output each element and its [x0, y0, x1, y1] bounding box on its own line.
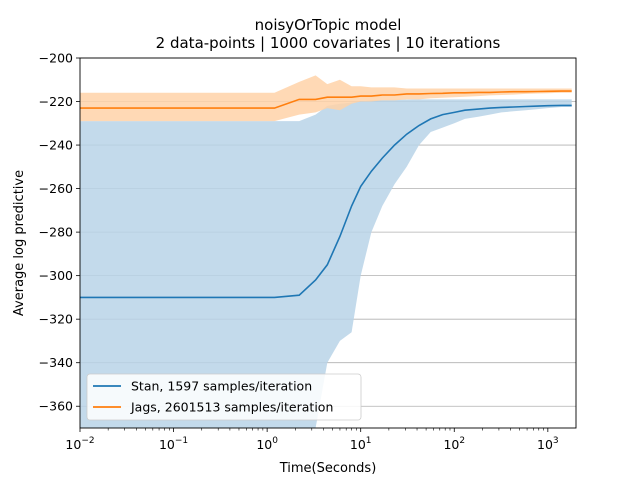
- y-tick-label: −280: [39, 225, 73, 240]
- x-tick-base: 10: [350, 437, 366, 452]
- x-tick-base: 10: [65, 437, 81, 452]
- legend-box: [86, 373, 362, 421]
- y-axis-label: Average log predictive: [12, 170, 27, 316]
- legend: Stan, 1597 samples/iteration Jags, 260151…: [86, 373, 362, 421]
- x-tick-base: 10: [256, 437, 272, 452]
- x-tick-label: 10−1: [159, 436, 188, 452]
- x-tick-label: 103: [537, 436, 559, 452]
- y-tick-label: −200: [39, 51, 73, 66]
- x-tick-label: 101: [350, 436, 372, 452]
- y-tick-label: −260: [39, 181, 73, 196]
- y-tick-label: −320: [39, 312, 73, 327]
- x-tick-exponent: 2: [459, 436, 465, 446]
- chart-title: noisyOrTopic model: [255, 16, 402, 34]
- x-tick-base: 10: [537, 437, 553, 452]
- series-band: [80, 99, 572, 428]
- x-tick-base: 10: [443, 437, 459, 452]
- x-tick-exponent: 0: [272, 436, 278, 446]
- x-tick-label: 102: [443, 436, 465, 452]
- plot-area: −200−220−240−260−280−300−320−340−36010−2…: [39, 51, 577, 452]
- x-tick-exponent: 3: [553, 436, 559, 446]
- y-tick-label: −300: [39, 268, 73, 283]
- series-line: [80, 104, 572, 299]
- x-axis-label: Time(Seconds): [279, 461, 377, 476]
- x-tick-base: 10: [159, 437, 175, 452]
- x-tick-label: 100: [256, 436, 278, 452]
- legend-label: Jags, 2601513 samples/iteration: [130, 400, 333, 415]
- y-tick-label: −220: [39, 94, 73, 109]
- x-tick-label: 10−2: [65, 436, 94, 452]
- y-tick-label: −340: [39, 355, 73, 370]
- x-tick-exponent: 1: [366, 436, 372, 446]
- axes-frame: [79, 57, 577, 429]
- x-tick-exponent: −1: [175, 436, 188, 446]
- y-tick-label: −240: [39, 138, 73, 153]
- y-tick-label: −360: [39, 399, 73, 414]
- legend-label: Stan, 1597 samples/iteration: [131, 379, 312, 394]
- series-line: [80, 90, 572, 109]
- x-tick-exponent: −2: [81, 436, 94, 446]
- chart-subtitle: 2 data-points | 1000 covariates | 10 ite…: [156, 34, 501, 52]
